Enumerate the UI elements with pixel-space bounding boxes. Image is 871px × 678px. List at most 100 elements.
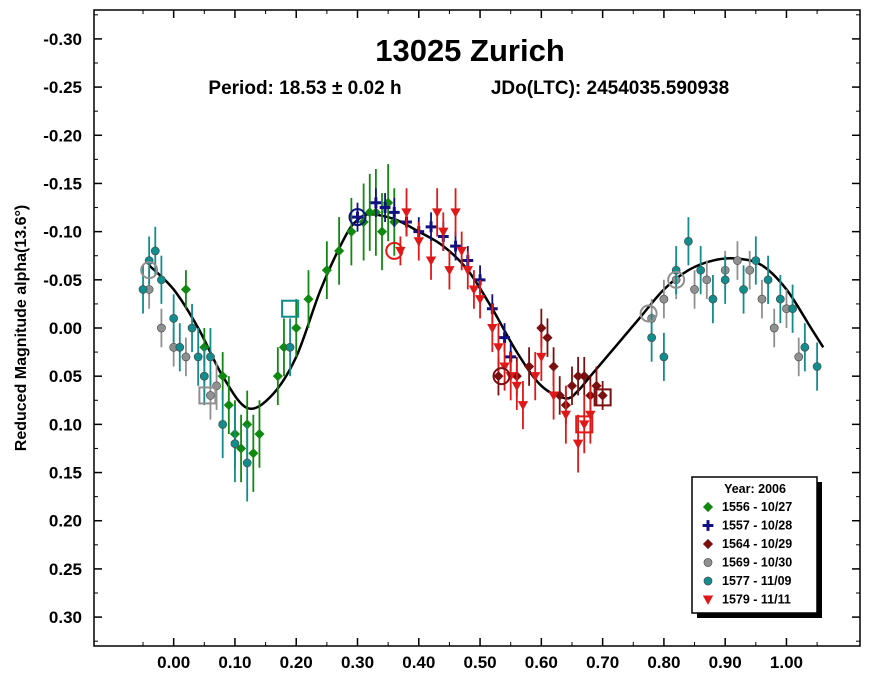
data-point: [499, 362, 510, 372]
zero-point-marker: [348, 208, 367, 227]
data-point: [425, 221, 437, 233]
x-tick-label: 0.40: [402, 653, 435, 672]
data-point: [733, 256, 742, 265]
data-point: [193, 352, 203, 362]
legend-entry: 1556 - 10/27: [702, 500, 792, 514]
data-point: [659, 294, 669, 304]
zero-point-marker: [575, 415, 594, 434]
data-point: [548, 391, 559, 401]
data-point: [401, 208, 412, 218]
zero-point-marker: [593, 388, 612, 407]
data-point: [775, 294, 785, 304]
y-tick-label: -0.30: [43, 30, 82, 49]
data-point: [230, 439, 240, 448]
legend-entry: 1569 - 10/30: [703, 556, 792, 570]
legend-marker: [702, 520, 714, 531]
data-point: [511, 381, 523, 392]
legend-marker: [702, 595, 714, 605]
data-point: [560, 410, 572, 421]
legend-entries: 1556 - 10/27 1557 - 10/28 1564 - 10/29 1569…: [702, 500, 792, 607]
y-tick-label: -0.05: [43, 271, 82, 290]
data-point: [739, 285, 748, 294]
legend-entry: 1564 - 10/29: [702, 537, 792, 551]
data-point: [138, 285, 148, 294]
legend-marker: [703, 558, 713, 567]
y-tick-label: -0.15: [43, 174, 82, 193]
data-point: [150, 246, 160, 256]
data-point: [794, 352, 804, 362]
data-point: [431, 208, 443, 218]
y-tick-label: 0.10: [49, 415, 82, 434]
data-point: [597, 390, 608, 401]
data-point: [812, 362, 822, 371]
data-point: [370, 197, 382, 209]
data-point: [659, 352, 669, 362]
data-point: [524, 361, 535, 372]
legend-marker: [702, 538, 714, 550]
data-point: [751, 256, 761, 265]
x-tick-label: 0.70: [586, 653, 619, 672]
x-axis: 0.00 0.10 0.20 0.30 0.40 0.50 0.60 0.70 0.80 0.90…: [142, 10, 818, 672]
data-point: [493, 371, 504, 382]
data-point: [157, 323, 166, 333]
y-tick-label: 0.05: [49, 367, 82, 386]
y-tick-label: 0.00: [49, 319, 82, 338]
data-point: [206, 391, 215, 400]
x-tick-label: 0.20: [280, 653, 313, 672]
y-tick-label: -0.20: [43, 126, 82, 145]
x-tick-label: 0.80: [647, 653, 680, 672]
data-point: [223, 400, 234, 411]
legend-marker: [703, 576, 713, 586]
data-point: [217, 371, 228, 382]
x-tick-label: 0.00: [157, 653, 190, 672]
data-point: [708, 294, 718, 304]
legend: Year: 2006 1556 - 10/27 1557 - 10/28 1564 …: [691, 476, 822, 618]
data-point: [379, 202, 391, 213]
data-point: [579, 420, 590, 430]
chart-subtitle-period: Period: 18.53 ± 0.02 h: [208, 78, 401, 99]
legend-entry-label: 1569 - 10/30: [722, 556, 792, 570]
y-axis-label: Reduced Magnitude alpha(13.6°): [13, 205, 30, 451]
legend-marker: [702, 501, 714, 513]
data-point: [272, 371, 283, 382]
data-point: [585, 410, 596, 421]
legend-entry: 1577 - 11/09: [703, 574, 792, 588]
zero-point-marker: [140, 261, 159, 280]
zero-point-marker: [198, 386, 217, 405]
y-axis: -0.30 -0.25 -0.20 -0.15 -0.10 -0.05 0.00 0.05 0.…: [43, 14, 860, 642]
chart-subtitle-epoch: JDo(LTC): 2454035.590938: [491, 78, 729, 99]
legend-entry-label: 1564 - 10/29: [722, 537, 792, 551]
data-point: [413, 237, 424, 247]
data-point: [542, 332, 553, 343]
zero-point-marker: [492, 367, 511, 386]
x-tick-label: 1.00: [770, 653, 803, 672]
data-point: [566, 380, 578, 391]
data-point: [175, 342, 185, 352]
x-tick-label: 0.90: [709, 653, 742, 672]
data-point: [187, 323, 197, 333]
data-point: [757, 294, 767, 304]
legend-entry-label: 1579 - 11/11: [722, 593, 791, 607]
x-tick-label: 0.30: [341, 653, 374, 672]
data-point: [474, 295, 486, 305]
data-point: [334, 245, 345, 256]
data-point: [450, 208, 461, 218]
data-point: [321, 265, 332, 276]
data-point: [376, 226, 388, 237]
data-point: [702, 275, 712, 285]
data-point: [444, 266, 455, 276]
data-point: [199, 371, 209, 381]
legend-entry: 1557 - 10/28: [702, 519, 792, 533]
data-point: [647, 333, 656, 342]
legend-entry-label: 1577 - 11/09: [722, 574, 792, 588]
data-point: [388, 206, 400, 218]
zero-point-markers-layer: [140, 208, 686, 434]
y-tick-label: 0.15: [49, 464, 82, 483]
legend-entry-label: 1557 - 10/28: [722, 519, 792, 533]
data-point: [536, 352, 547, 363]
data-point: [438, 227, 449, 237]
data-points-layer: [138, 164, 822, 502]
legend-entry-label: 1556 - 10/27: [722, 500, 792, 514]
data-point: [548, 361, 559, 372]
data-point: [696, 265, 706, 275]
